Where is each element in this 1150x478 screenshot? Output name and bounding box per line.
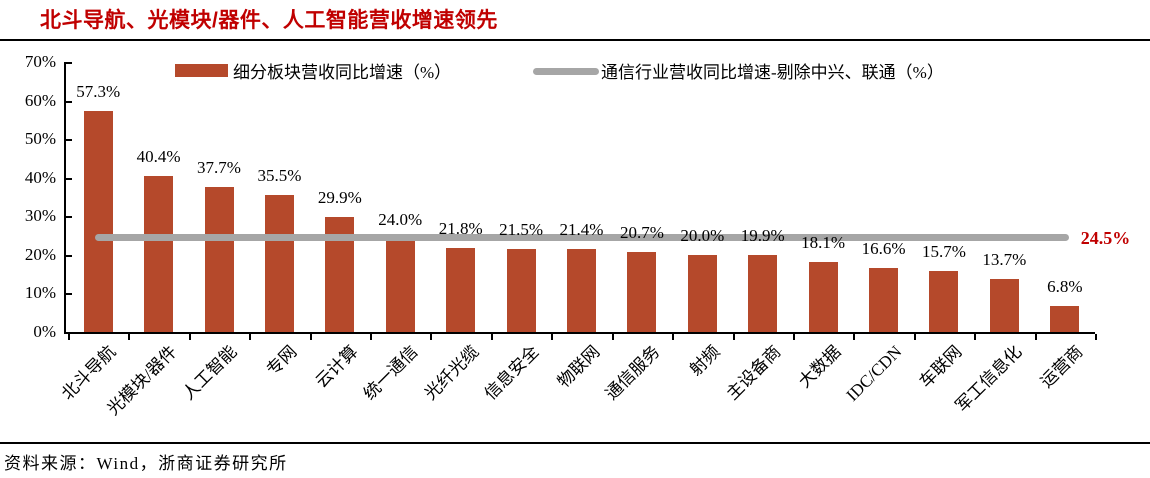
bar-value-label: 20.7% (619, 223, 664, 243)
y-tick-label: 40% (24, 167, 56, 187)
x-tick-mark (188, 334, 191, 340)
y-tick-mark (64, 254, 72, 257)
bar (264, 195, 294, 332)
bar-value-label: 24.0% (378, 210, 423, 230)
bar-value-label: 37.7% (197, 157, 241, 177)
x-tick-mark (551, 334, 554, 340)
x-tick-mark (672, 334, 675, 340)
bar (83, 110, 113, 332)
legend-bar-swatch-icon (175, 64, 228, 77)
y-tick-label: 30% (24, 206, 56, 226)
x-tick-mark (490, 334, 493, 340)
bar (989, 279, 1019, 332)
x-tick-mark (249, 334, 252, 340)
bar (687, 254, 717, 332)
x-tick-mark (128, 334, 131, 340)
bar (627, 252, 657, 332)
bar (506, 249, 536, 332)
y-tick-mark (64, 100, 72, 103)
x-tick-mark (430, 334, 433, 340)
bar-value-label: 18.1% (801, 233, 846, 253)
x-tick-mark (611, 334, 614, 340)
bar (567, 249, 596, 332)
x-tick-mark (1034, 334, 1037, 340)
y-tick-mark (64, 139, 72, 142)
bar (1050, 305, 1080, 332)
y-tick-mark (64, 62, 72, 64)
x-axis-line (64, 332, 1095, 334)
y-tick-mark (64, 216, 72, 219)
source-text: 资料来源：Wind，浙商证券研究所 (4, 454, 288, 473)
bar-value-label: 19.9% (740, 226, 785, 246)
bar (869, 267, 899, 332)
y-tick-mark (64, 293, 72, 296)
bar (385, 239, 415, 332)
legend-label-line-series: 通信行业营收同比增速-剔除中兴、联通（%） (601, 63, 944, 82)
bar-value-label: 6.8% (1047, 276, 1083, 296)
bar-value-label: 21.5% (499, 220, 544, 240)
legend-line-swatch-icon (533, 68, 599, 75)
legend-label-bar-series: 细分板块营收同比增速（%） (233, 63, 452, 82)
bar-value-label: 15.7% (922, 242, 966, 262)
y-tick-label: 20% (24, 244, 56, 264)
bar-value-label: 21.4% (559, 220, 604, 240)
industry-line (95, 234, 1069, 241)
bar (748, 255, 778, 332)
industry-line-value-label: 24.5% (1080, 227, 1131, 248)
bar-value-label: 13.7% (982, 250, 1027, 270)
bar-value-label: 20.0% (680, 225, 725, 245)
x-tick-mark (913, 334, 916, 340)
x-tick-mark (309, 334, 312, 340)
bar-value-label: 21.8% (438, 218, 483, 238)
bar (204, 186, 234, 332)
bar-value-label: 40.4% (136, 147, 181, 167)
y-tick-label: 10% (24, 283, 56, 303)
y-tick-mark (64, 177, 72, 180)
bar (929, 271, 959, 332)
bar (808, 262, 838, 332)
x-tick-mark (853, 334, 856, 340)
x-tick-mark (792, 334, 795, 340)
y-axis-line (64, 62, 66, 334)
bar-value-label: 29.9% (317, 187, 362, 207)
x-tick-mark (68, 334, 70, 340)
title-divider (0, 39, 1150, 41)
x-tick-mark (370, 334, 373, 340)
bar (446, 247, 476, 332)
bar-value-label: 57.3% (76, 81, 121, 101)
chart-title: 北斗导航、光模块/器件、人工智能营收增速领先 (40, 9, 498, 32)
x-tick-mark (974, 334, 977, 340)
y-tick-label: 0% (33, 322, 56, 341)
bar (144, 176, 174, 332)
x-tick-mark (732, 334, 735, 340)
y-tick-label: 60% (24, 90, 56, 110)
y-tick-label: 70% (24, 52, 56, 71)
y-tick-label: 50% (24, 129, 56, 149)
x-tick-mark (1095, 334, 1097, 340)
bar-value-label: 16.6% (861, 238, 906, 258)
source-divider (0, 442, 1150, 444)
bar-value-label: 35.5% (257, 166, 302, 186)
